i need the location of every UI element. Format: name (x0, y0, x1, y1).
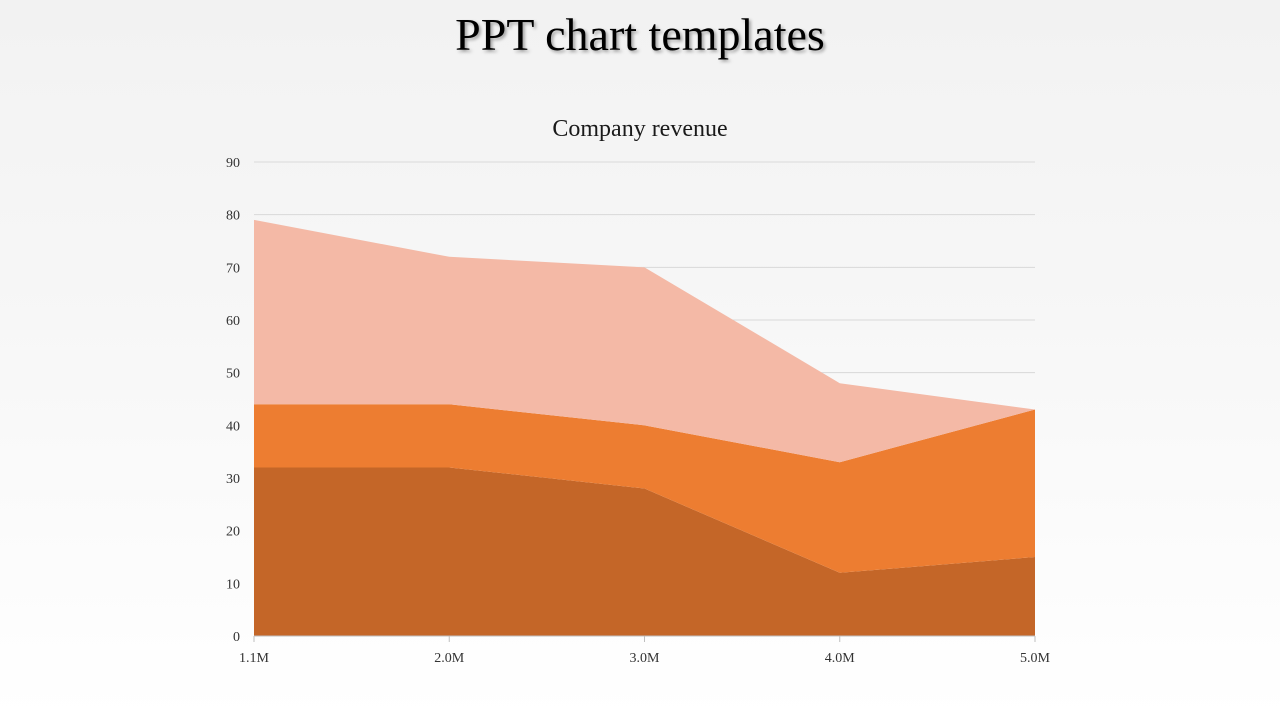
tick-labels: 0 10 20 30 40 50 60 70 80 90 1.1M 2.0M 3.0M 4.0M 5.0M (226, 156, 1051, 666)
y-tick-label: 20 (226, 525, 240, 540)
area-series-top (254, 219, 1035, 463)
y-tick-label: 70 (226, 261, 240, 276)
chart-title: Company revenue (552, 116, 728, 142)
y-tick-label: 30 (226, 472, 240, 487)
y-tick-label: 40 (226, 419, 240, 434)
x-tick-label: 4.0M (825, 651, 856, 666)
area-series-group (254, 219, 1035, 636)
area-series-bottom (254, 467, 1035, 636)
x-tick-label: 2.0M (434, 651, 465, 666)
y-tick-label: 0 (233, 630, 240, 645)
y-tick-label: 90 (226, 156, 240, 171)
x-tick-label: 5.0M (1020, 651, 1051, 666)
y-tick-label: 50 (226, 367, 240, 382)
slide-title: PPT chart templates (455, 9, 825, 60)
area-series-middle (254, 404, 1035, 573)
x-tick-label: 1.1M (239, 651, 270, 666)
axes (253, 635, 1036, 642)
y-tick-label: 10 (226, 577, 240, 592)
y-tick-label: 80 (226, 209, 240, 224)
x-tick-label: 3.0M (630, 651, 661, 666)
y-tick-label: 60 (226, 314, 240, 329)
